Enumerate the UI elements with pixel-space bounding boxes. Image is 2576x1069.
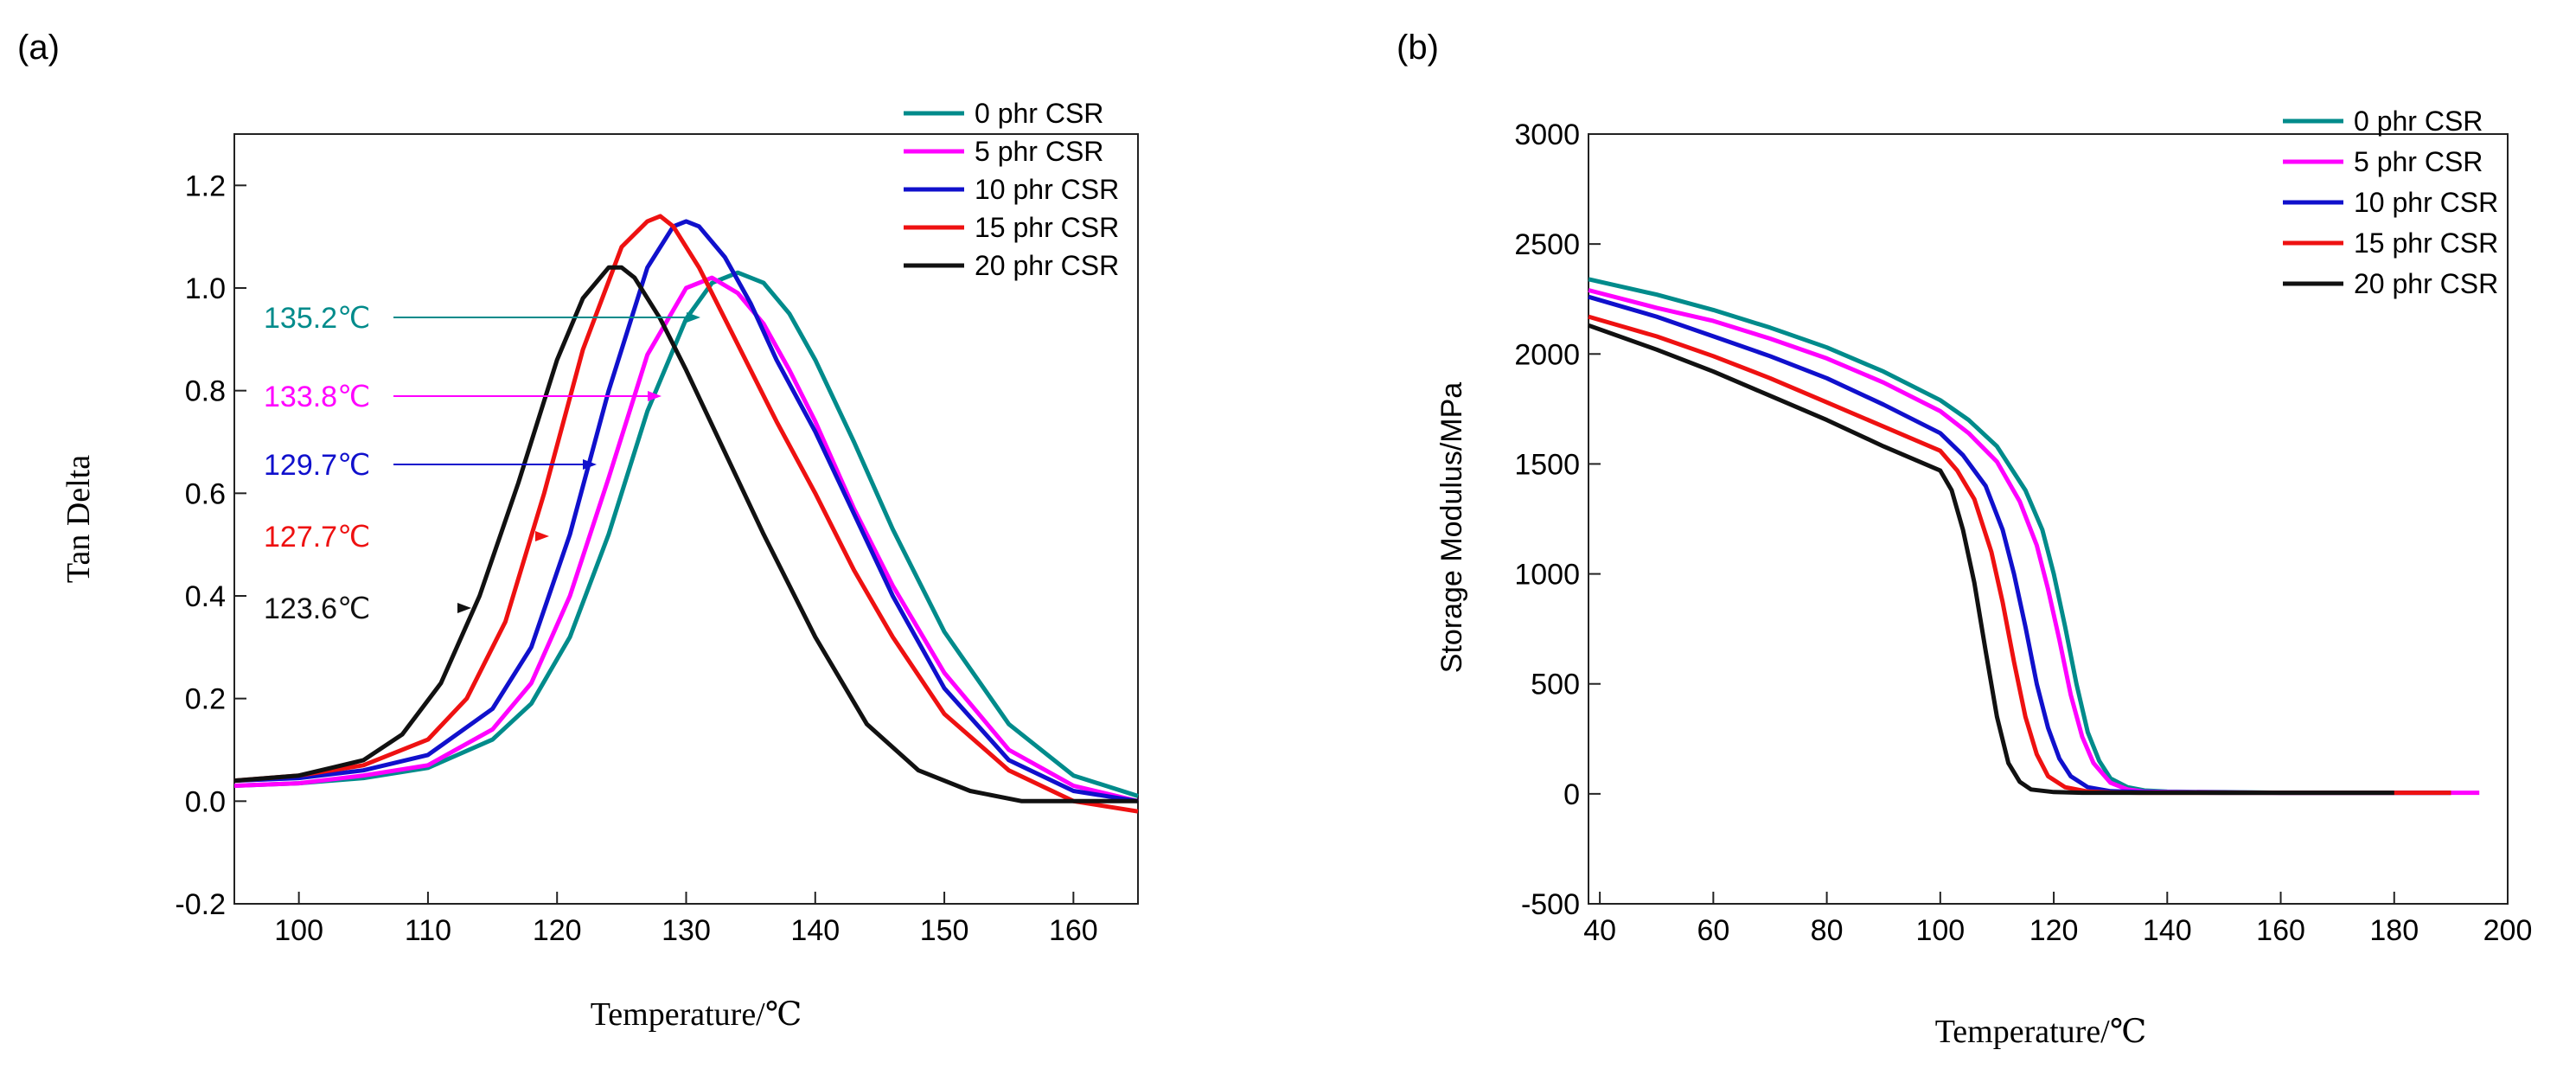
y-tick-label: 2000 — [1514, 338, 1580, 371]
x-tick-label: 150 — [920, 914, 969, 947]
x-tick-label: 60 — [1697, 914, 1729, 947]
peak-arrow-head — [687, 312, 700, 323]
x-tick-label: 180 — [2369, 914, 2419, 947]
x-tick-label: 120 — [533, 914, 582, 947]
x-tick-label: 40 — [1583, 914, 1616, 947]
panel-b-plot-area — [1588, 133, 2509, 905]
panel-a-y-axis-title: Tan Delta — [61, 455, 97, 583]
x-tick-label: 100 — [274, 914, 323, 947]
y-tick-label: 1500 — [1514, 448, 1580, 481]
series-line-10-phr-csr — [233, 219, 1139, 803]
x-tick-label: 110 — [405, 914, 451, 947]
x-tick-label: 200 — [2483, 914, 2533, 947]
y-tick-label: -500 — [1521, 888, 1580, 921]
series-line-15-phr-csr — [233, 214, 1139, 814]
x-tick-label: 160 — [2256, 914, 2305, 947]
x-tick-label: 100 — [1915, 914, 1965, 947]
peak-temperature-label: 133.8℃ — [264, 381, 370, 413]
y-tick-label: 1.2 — [185, 170, 226, 202]
peak-temperature-label: 127.7℃ — [264, 521, 370, 554]
y-tick-label: 0.6 — [185, 477, 226, 510]
legend-label: 15 phr CSR — [975, 212, 1119, 243]
x-tick-label: 80 — [1811, 914, 1844, 947]
legend-label: 10 phr CSR — [2354, 187, 2498, 218]
panel-b-label: (b) — [1397, 29, 1439, 67]
y-tick-label: 1000 — [1514, 559, 1580, 592]
y-tick-label: 0.2 — [185, 683, 226, 716]
panel-a: (a) 100 110 120 130 140 150 160 -0.2 0.0 0.2 0.4 0.… — [17, 29, 1139, 1033]
y-tick-label: 3000 — [1514, 118, 1580, 151]
legend-label: 5 phr CSR — [975, 136, 1103, 167]
peak-arrow-head — [583, 459, 597, 470]
y-tick-label: -0.2 — [175, 888, 226, 921]
panel-b: (b) 40 60 80 100 120 140 160 180 200 -500 0 500 1000… — [1397, 29, 2532, 1050]
x-tick-label: 140 — [790, 914, 840, 947]
legend-label: 5 phr CSR — [2354, 146, 2483, 177]
legend-label: 0 phr CSR — [975, 98, 1103, 129]
legend-label: 20 phr CSR — [975, 250, 1119, 281]
peak-arrow-head — [457, 603, 471, 613]
x-tick-label: 120 — [2029, 914, 2079, 947]
legend-label: 10 phr CSR — [975, 174, 1119, 205]
series-line-0-phr-csr — [233, 270, 1139, 798]
x-tick-label: 160 — [1049, 914, 1098, 947]
y-tick-label: 0.4 — [185, 580, 226, 613]
y-tick-label: 1.0 — [185, 272, 226, 305]
legend-label: 20 phr CSR — [2354, 268, 2498, 299]
series-line-20-phr-csr — [233, 265, 1138, 803]
y-tick-label: 0.8 — [185, 375, 226, 408]
y-tick-label: 500 — [1531, 669, 1580, 701]
y-tick-label: 0 — [1563, 778, 1580, 811]
y-tick-label: 2500 — [1514, 228, 1580, 261]
x-tick-label: 130 — [662, 914, 711, 947]
series-line-15-phr-csr — [1588, 314, 2451, 796]
series-line-5-phr-csr — [1588, 288, 2480, 796]
peak-arrow-head — [535, 531, 549, 541]
peak-temperature-label: 135.2℃ — [264, 302, 370, 335]
y-tick-label: 0.0 — [185, 785, 226, 818]
x-tick-label: 140 — [2143, 914, 2192, 947]
series-line-20-phr-csr — [1588, 323, 2394, 796]
panel-a-x-axis-title: Temperature/℃ — [591, 996, 802, 1033]
panel-b-y-axis-title: Storage Modulus/MPa — [1435, 382, 1468, 673]
panel-b-x-axis-title: Temperature/℃ — [1935, 1014, 2147, 1050]
series-line-5-phr-csr — [233, 275, 1139, 803]
panel-a-label: (a) — [17, 29, 60, 67]
legend-label: 0 phr CSR — [2354, 106, 2483, 137]
peak-temperature-label: 129.7℃ — [264, 449, 370, 482]
peak-temperature-label: 123.6℃ — [264, 592, 370, 625]
peak-arrow-head — [648, 391, 662, 401]
legend-label: 15 phr CSR — [2354, 227, 2498, 259]
